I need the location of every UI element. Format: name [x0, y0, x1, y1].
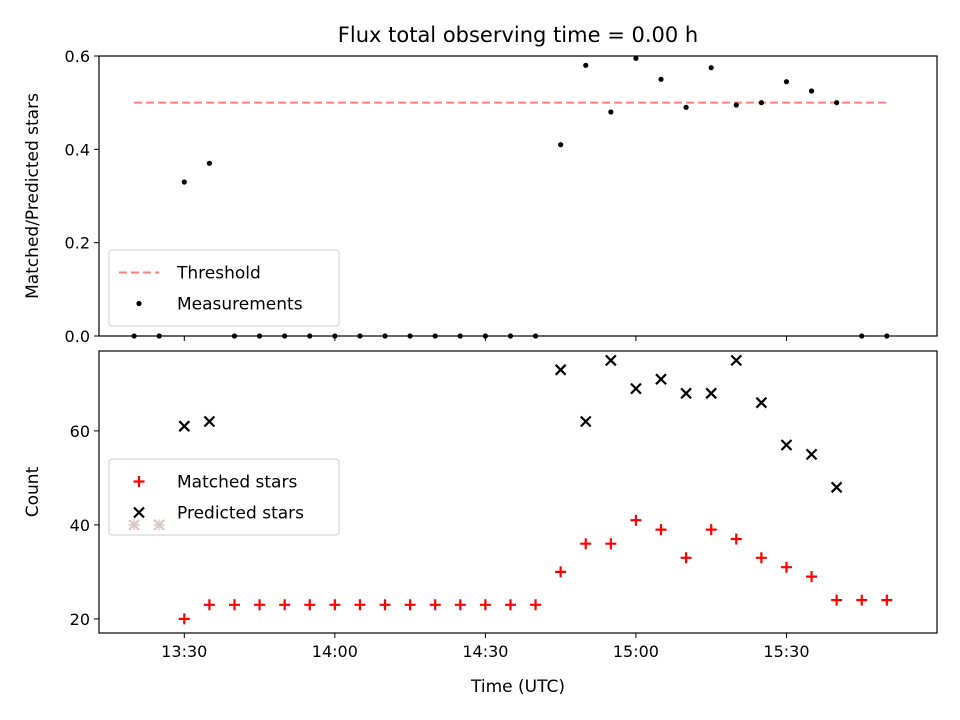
- legend-box: [108, 458, 340, 536]
- data-point: [178, 420, 191, 432]
- data-point: [630, 382, 642, 395]
- data-point: [730, 354, 743, 367]
- y-tick-label: 0.0: [65, 327, 90, 346]
- data-point: [605, 354, 617, 367]
- data-point: [680, 552, 692, 564]
- data-point: [254, 599, 266, 611]
- data-point: [655, 373, 667, 385]
- data-point: [530, 599, 542, 611]
- y-tick-label: 0.6: [65, 47, 90, 66]
- data-point: [831, 594, 843, 606]
- data-point: [780, 561, 792, 573]
- data-point: [203, 599, 215, 611]
- data-point: [755, 396, 768, 409]
- data-point: [555, 566, 567, 578]
- data-point: [730, 533, 742, 545]
- x-tick-label: 14:30: [462, 642, 508, 661]
- x-axis-label: Time (UTC): [470, 677, 565, 697]
- x-tick-label: 13:30: [161, 642, 207, 661]
- x-tick-label: 15:00: [613, 642, 659, 661]
- top-panel: Flux total observing time = 0.00 h Matche…: [23, 23, 938, 346]
- legend-marker: [133, 506, 145, 519]
- legend-marker: [136, 300, 142, 307]
- data-point: [755, 552, 767, 564]
- x-tick-label: 15:30: [763, 642, 809, 661]
- data-point: [558, 142, 564, 148]
- data-point: [580, 538, 592, 550]
- y-axis-label: Matched/Predicted stars: [23, 93, 43, 299]
- data-point: [329, 599, 341, 611]
- data-point: [479, 599, 491, 611]
- data-point: [633, 55, 639, 61]
- data-point: [203, 415, 216, 428]
- data-point: [454, 599, 466, 611]
- y-axis-label: Count: [23, 466, 43, 517]
- y-tick-label: 0.2: [65, 234, 90, 253]
- legend-marker: [133, 476, 145, 487]
- legend-label: Predicted stars: [177, 504, 304, 524]
- data-point: [856, 594, 868, 606]
- legend-label: Matched stars: [177, 473, 297, 493]
- data-point: [554, 364, 567, 376]
- data-point: [780, 439, 793, 451]
- data-point: [429, 599, 441, 611]
- data-point: [404, 599, 416, 611]
- data-point: [206, 160, 212, 166]
- data-point: [504, 599, 516, 611]
- data-point: [655, 524, 667, 536]
- data-point: [354, 599, 366, 611]
- data-point: [783, 79, 790, 85]
- data-point: [806, 571, 818, 583]
- data-point: [279, 599, 291, 611]
- data-point: [758, 100, 764, 106]
- data-point: [830, 481, 843, 494]
- data-point: [705, 387, 717, 400]
- x-tick-label: 14:00: [312, 642, 358, 661]
- series-predicted-stars: [128, 354, 843, 531]
- data-point: [379, 599, 391, 611]
- chart-title: Flux total observing time = 0.00 h: [338, 23, 698, 47]
- legend-label: Threshold: [176, 264, 261, 284]
- data-point: [304, 599, 316, 611]
- data-point: [708, 65, 714, 71]
- data-point: [834, 100, 840, 106]
- data-point: [583, 62, 589, 68]
- legend-box: [108, 249, 340, 327]
- legend: Matched stars Predicted stars: [108, 458, 340, 536]
- data-point: [808, 88, 815, 94]
- data-point: [683, 104, 689, 110]
- data-point: [605, 538, 617, 550]
- data-point: [680, 387, 692, 400]
- data-point: [733, 102, 739, 108]
- data-point: [630, 514, 642, 526]
- data-point: [181, 179, 187, 185]
- data-point: [658, 76, 664, 82]
- data-point: [805, 448, 818, 461]
- data-point: [178, 613, 190, 625]
- data-point: [228, 599, 240, 611]
- legend: Threshold Measurements: [108, 249, 340, 327]
- bottom-panel: Count Time (UTC) 20 40 60 13:30 14:00 14:30 15:0…: [23, 350, 938, 697]
- legend-label: Measurements: [177, 295, 303, 315]
- y-tick-label: 60: [70, 422, 90, 441]
- data-point: [579, 415, 592, 428]
- data-point: [705, 524, 717, 536]
- y-tick-label: 0.4: [65, 140, 90, 159]
- y-tick-label: 20: [70, 610, 90, 629]
- y-tick-label: 40: [70, 516, 90, 535]
- axes-frame: [98, 55, 938, 337]
- data-point: [608, 109, 614, 115]
- data-point: [881, 594, 893, 606]
- axes-frame: [98, 350, 938, 634]
